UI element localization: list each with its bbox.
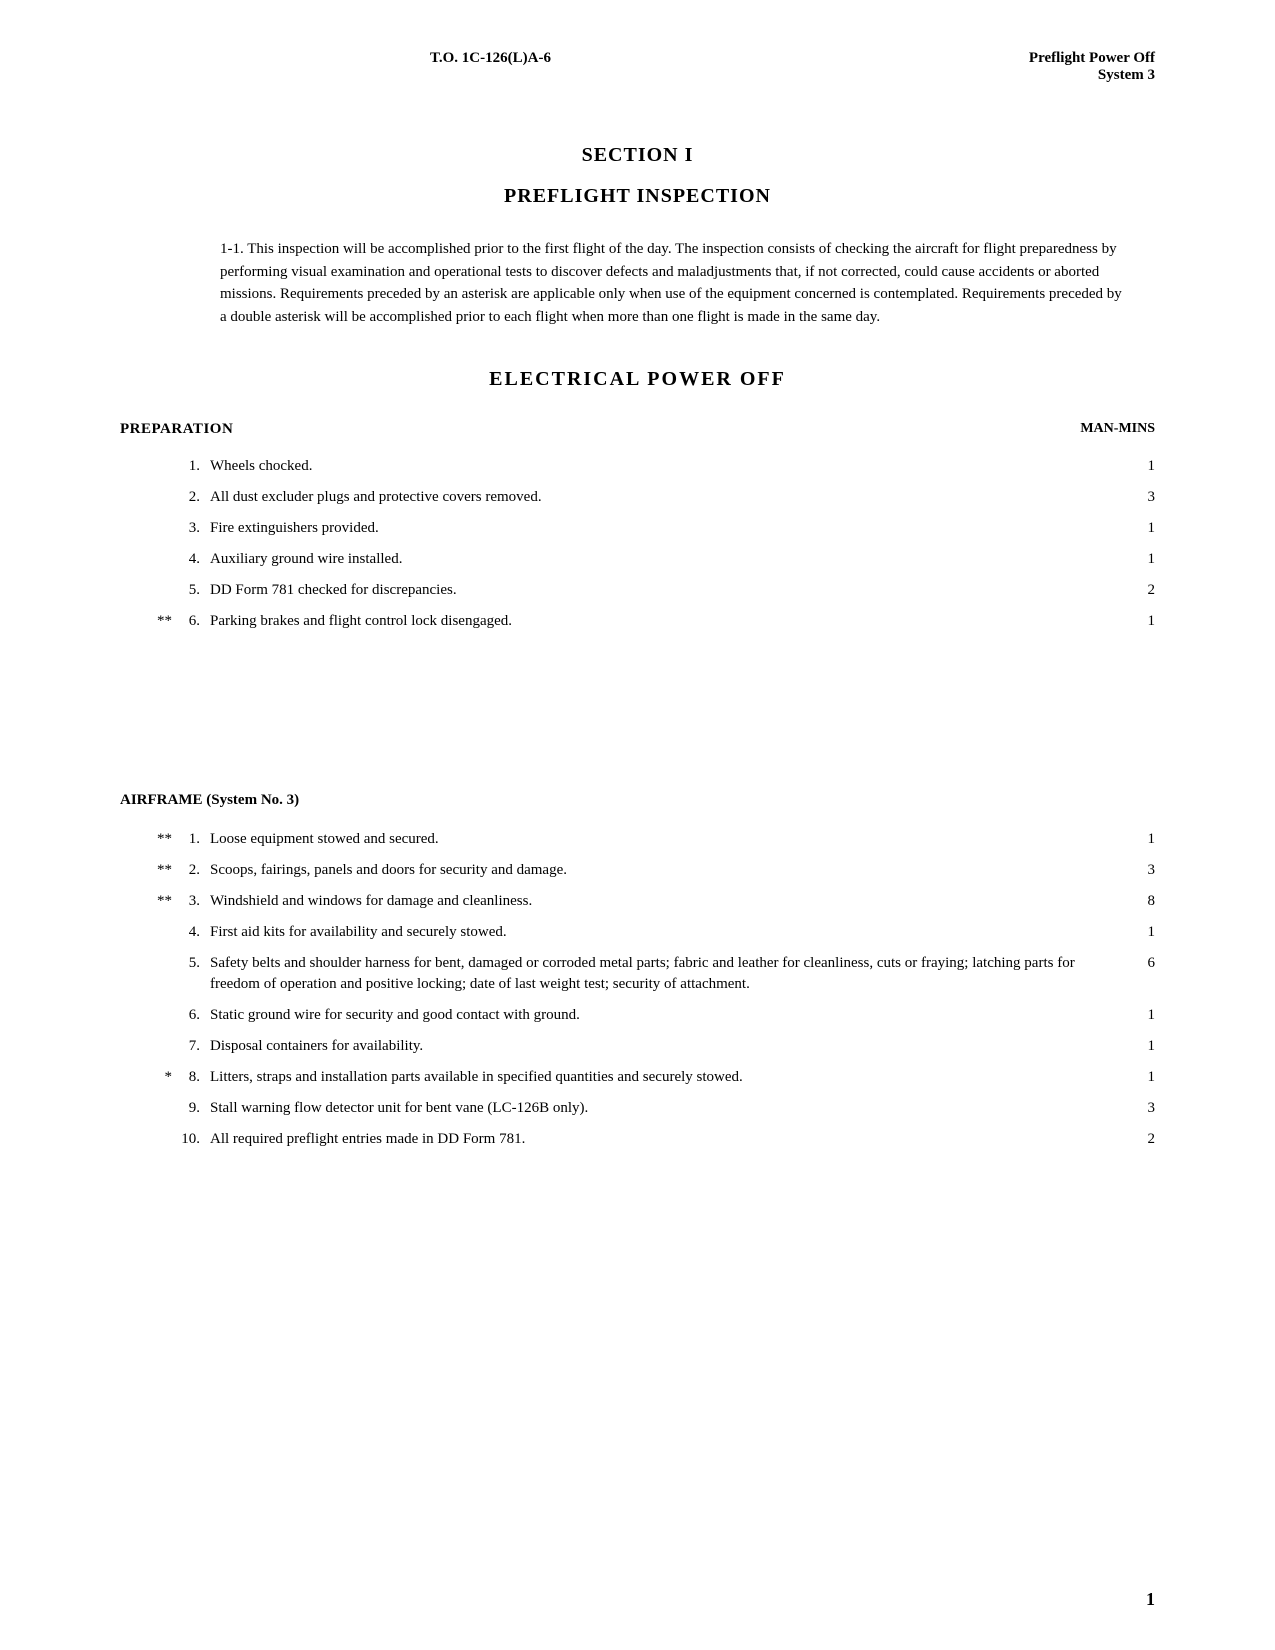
- preparation-title: PREPARATION: [120, 421, 233, 438]
- item-num: 3.: [180, 518, 210, 539]
- item-prefix: [120, 1098, 180, 1119]
- item-num: 7.: [180, 1036, 210, 1057]
- item-text: Wheels chocked.: [210, 456, 1115, 477]
- item-prefix: [120, 518, 180, 539]
- item-num: 8.: [180, 1067, 210, 1088]
- item-prefix: **: [120, 891, 180, 912]
- item-text: DD Form 781 checked for discrepancies.: [210, 580, 1115, 601]
- item-mins: 1: [1115, 611, 1155, 632]
- item-num: 5.: [180, 580, 210, 601]
- item-text: Stall warning flow detector unit for ben…: [210, 1098, 1115, 1119]
- item-mins: 1: [1115, 518, 1155, 539]
- item-text: Safety belts and shoulder harness for be…: [210, 953, 1115, 995]
- item-prefix: [120, 1036, 180, 1057]
- item-text: Static ground wire for security and good…: [210, 1005, 1115, 1026]
- intro-text: 1-1. This inspection will be accomplishe…: [220, 238, 1125, 328]
- airframe-item: 9. Stall warning flow detector unit for …: [120, 1098, 1155, 1119]
- item-num: 3.: [180, 891, 210, 912]
- manmins-label: MAN-MINS: [1080, 421, 1155, 438]
- preparation-header: PREPARATION MAN-MINS: [120, 421, 1155, 438]
- preparation-item: 2. All dust excluder plugs and protectiv…: [120, 487, 1155, 508]
- item-num: 4.: [180, 549, 210, 570]
- item-mins: 3: [1115, 1098, 1155, 1119]
- airframe-item: * 8. Litters, straps and installation pa…: [120, 1067, 1155, 1088]
- airframe-item: ** 3. Windshield and windows for damage …: [120, 891, 1155, 912]
- preparation-item: 1. Wheels chocked. 1: [120, 456, 1155, 477]
- item-prefix: **: [120, 860, 180, 881]
- item-mins: 1: [1115, 829, 1155, 850]
- item-mins: 3: [1115, 487, 1155, 508]
- item-mins: 1: [1115, 1067, 1155, 1088]
- preparation-item: 5. DD Form 781 checked for discrepancies…: [120, 580, 1155, 601]
- item-prefix: [120, 487, 180, 508]
- item-prefix: [120, 549, 180, 570]
- item-text: Auxiliary ground wire installed.: [210, 549, 1115, 570]
- airframe-item: 5. Safety belts and shoulder harness for…: [120, 953, 1155, 995]
- airframe-item: ** 2. Scoops, fairings, panels and doors…: [120, 860, 1155, 881]
- item-num: 1.: [180, 456, 210, 477]
- item-mins: 1: [1115, 1005, 1155, 1026]
- preparation-item: 4. Auxiliary ground wire installed. 1: [120, 549, 1155, 570]
- item-text: Disposal containers for availability.: [210, 1036, 1115, 1057]
- item-mins: 8: [1115, 891, 1155, 912]
- item-mins: 1: [1115, 922, 1155, 943]
- section-subtitle: PREFLIGHT INSPECTION: [120, 185, 1155, 208]
- item-text: Loose equipment stowed and secured.: [210, 829, 1115, 850]
- page-number: 1: [1146, 1589, 1155, 1610]
- item-mins: 1: [1115, 1036, 1155, 1057]
- header-right-line1: Preflight Power Off: [1029, 50, 1155, 67]
- item-prefix: [120, 922, 180, 943]
- item-prefix: [120, 953, 180, 995]
- airframe-item: 4. First aid kits for availability and s…: [120, 922, 1155, 943]
- airframe-list: ** 1. Loose equipment stowed and secured…: [120, 829, 1155, 1150]
- item-num: 2.: [180, 860, 210, 881]
- preparation-item: ** 6. Parking brakes and flight control …: [120, 611, 1155, 632]
- item-prefix: **: [120, 829, 180, 850]
- item-text: Scoops, fairings, panels and doors for s…: [210, 860, 1115, 881]
- item-prefix: [120, 456, 180, 477]
- preparation-list: 1. Wheels chocked. 1 2. All dust exclude…: [120, 456, 1155, 632]
- doc-number: T.O. 1C-126(L)A-6: [430, 50, 551, 67]
- item-text: All dust excluder plugs and protective c…: [210, 487, 1115, 508]
- item-num: 2.: [180, 487, 210, 508]
- item-text: Parking brakes and flight control lock d…: [210, 611, 1115, 632]
- header-right-line2: System 3: [1029, 67, 1155, 84]
- item-num: 5.: [180, 953, 210, 995]
- preparation-item: 3. Fire extinguishers provided. 1: [120, 518, 1155, 539]
- item-num: 9.: [180, 1098, 210, 1119]
- item-text: First aid kits for availability and secu…: [210, 922, 1115, 943]
- item-mins: 2: [1115, 1129, 1155, 1150]
- item-text: Windshield and windows for damage and cl…: [210, 891, 1115, 912]
- electrical-power-off-title: ELECTRICAL POWER OFF: [120, 368, 1155, 391]
- airframe-item: 6. Static ground wire for security and g…: [120, 1005, 1155, 1026]
- item-prefix: *: [120, 1067, 180, 1088]
- item-text: Litters, straps and installation parts a…: [210, 1067, 1115, 1088]
- item-mins: 6: [1115, 953, 1155, 995]
- item-mins: 1: [1115, 456, 1155, 477]
- item-prefix: [120, 580, 180, 601]
- item-num: 4.: [180, 922, 210, 943]
- header: T.O. 1C-126(L)A-6 Preflight Power Off Sy…: [120, 50, 1155, 84]
- item-num: 1.: [180, 829, 210, 850]
- item-mins: 2: [1115, 580, 1155, 601]
- section-title: SECTION I: [120, 144, 1155, 167]
- airframe-title: AIRFRAME (System No. 3): [120, 792, 1155, 809]
- airframe-item: ** 1. Loose equipment stowed and secured…: [120, 829, 1155, 850]
- item-prefix: [120, 1005, 180, 1026]
- header-right: Preflight Power Off System 3: [1029, 50, 1155, 84]
- item-num: 6.: [180, 1005, 210, 1026]
- airframe-item: 7. Disposal containers for availability.…: [120, 1036, 1155, 1057]
- item-text: All required preflight entries made in D…: [210, 1129, 1115, 1150]
- item-mins: 3: [1115, 860, 1155, 881]
- item-num: 6.: [180, 611, 210, 632]
- item-prefix: **: [120, 611, 180, 632]
- item-num: 10.: [180, 1129, 210, 1150]
- item-prefix: [120, 1129, 180, 1150]
- airframe-item: 10. All required preflight entries made …: [120, 1129, 1155, 1150]
- item-text: Fire extinguishers provided.: [210, 518, 1115, 539]
- item-mins: 1: [1115, 549, 1155, 570]
